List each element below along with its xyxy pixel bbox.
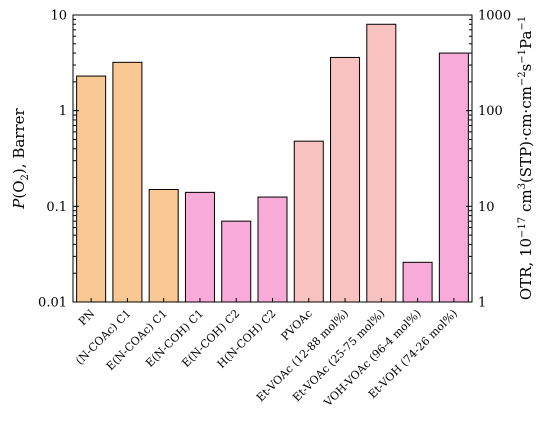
bar-7 xyxy=(293,140,324,303)
y2-tick-label: 1 xyxy=(478,296,486,311)
y-title-subscript: 2 xyxy=(20,174,31,180)
y-axis-title: P(O2), Barrer xyxy=(10,107,31,209)
y2-tick-labels: 1 10 100 1000 xyxy=(478,9,511,311)
y2-tick-label: 100 xyxy=(478,104,503,119)
y2-title-sup2: 3 xyxy=(517,183,528,189)
y2-tick-label: 10 xyxy=(478,200,495,215)
y-title-symbol: P xyxy=(10,198,28,210)
y2-title-sup5: −1 xyxy=(517,16,528,31)
y2-title-sup3: −2 xyxy=(517,71,528,86)
y2-title-part1: OTR, 10 xyxy=(517,238,535,300)
x-tick-labels: PN(N-COAc) C1E(N-COAc) C1E(N-COH) C1E(N-… xyxy=(73,307,460,410)
bar-10 xyxy=(402,261,433,303)
x-tick-label: PVOAc xyxy=(279,307,315,343)
y2-title-part4: s xyxy=(517,64,535,72)
bar-11 xyxy=(438,52,469,303)
bar-9 xyxy=(366,23,397,303)
bar-4 xyxy=(184,191,215,303)
y2-title-part2: cm xyxy=(517,189,535,216)
x-tick-label: PN xyxy=(76,307,97,328)
y2-axis-title: OTR, 10−17 cm3(STP)·cm·cm−2s−1Pa−1 xyxy=(517,16,535,300)
y2-title-sup1: −17 xyxy=(517,217,528,238)
bar-3 xyxy=(148,188,179,303)
y2-title-part3: (STP)·cm·cm xyxy=(517,86,535,183)
y-tick-label: 0.01 xyxy=(38,296,67,311)
y-title-paren: (O xyxy=(10,180,28,198)
y-tick-label: 0.1 xyxy=(46,200,67,215)
bar-8 xyxy=(330,56,361,303)
bar-2 xyxy=(112,61,143,303)
bar-1 xyxy=(76,75,107,303)
y-tick-labels: 0.01 0.1 1 10 xyxy=(38,9,67,311)
y2-tick-label: 1000 xyxy=(478,9,511,24)
bar-6 xyxy=(257,196,288,303)
y-title-unit: ), Barrer xyxy=(10,107,28,174)
y-tick-label: 1 xyxy=(59,104,67,119)
bars-group xyxy=(76,23,469,303)
y2-title-sup4: −1 xyxy=(517,49,528,64)
y2-title-part5: Pa xyxy=(517,31,535,49)
bar-5 xyxy=(221,220,252,303)
tick-marks xyxy=(73,14,472,303)
y-tick-label: 10 xyxy=(50,9,67,24)
